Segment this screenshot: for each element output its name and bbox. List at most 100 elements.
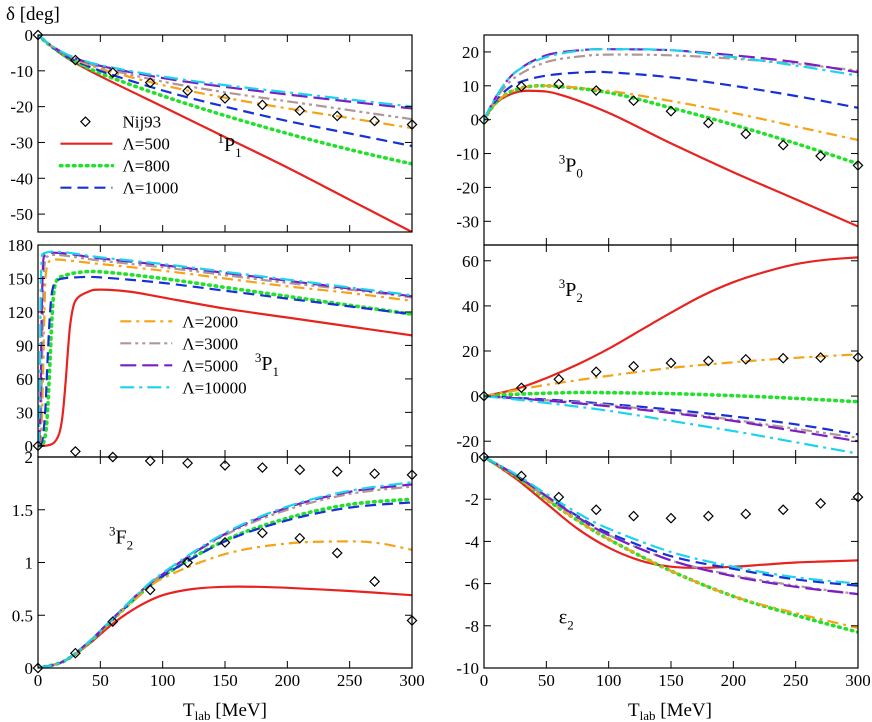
data-point bbox=[144, 455, 156, 467]
wave-label-sup: 3 bbox=[255, 350, 261, 365]
data-point bbox=[107, 451, 119, 463]
series-line bbox=[38, 585, 412, 668]
series-line bbox=[484, 457, 858, 629]
data-point bbox=[32, 662, 44, 674]
curves-1P1 bbox=[38, 35, 412, 232]
data-point bbox=[256, 462, 268, 474]
data-point bbox=[294, 464, 306, 476]
wave-label-sub: 2 bbox=[127, 538, 134, 553]
wave-label-sup: 3 bbox=[109, 524, 116, 539]
x-tick-label: 250 bbox=[783, 671, 809, 690]
data-point bbox=[369, 115, 381, 127]
wave-label-sup: 1 bbox=[218, 131, 225, 146]
x-tick-label: 250 bbox=[337, 671, 363, 690]
data-point bbox=[515, 81, 527, 92]
data-point bbox=[515, 470, 527, 482]
curves-e2 bbox=[484, 457, 858, 634]
series-line bbox=[38, 481, 412, 668]
y-tick-label: 90 bbox=[16, 336, 33, 355]
series-line bbox=[484, 83, 858, 166]
x-axis-label-left-sub: lab bbox=[195, 708, 211, 722]
series-line bbox=[38, 497, 412, 668]
y-tick-label: -20 bbox=[456, 178, 479, 197]
y-tick-label: -4 bbox=[465, 532, 480, 551]
y-tick-label: 1.5 bbox=[12, 501, 33, 520]
y-tick-label: -2 bbox=[465, 490, 479, 509]
data-point bbox=[777, 504, 789, 516]
series-line bbox=[484, 395, 858, 439]
wave-label: 3P2 bbox=[559, 276, 583, 305]
series-line bbox=[484, 53, 858, 121]
y-tick-label: 0 bbox=[25, 437, 34, 456]
panel-1P1: 0 -10 -20 -30 -40 -50 1P1 Nij93 Λ=500 Λ=800 Λ=1000 bbox=[10, 26, 418, 233]
legend-marker bbox=[79, 116, 91, 128]
y-tick-label: -30 bbox=[456, 212, 479, 231]
x-tick-label: 200 bbox=[721, 671, 747, 690]
series-line bbox=[484, 457, 858, 585]
data-point bbox=[182, 85, 194, 97]
legend-1P1: Nij93 Λ=500 Λ=800 Λ=1000 bbox=[58, 113, 178, 198]
y-tick-label: 30 bbox=[16, 403, 33, 422]
y-tick-label: 0 bbox=[25, 659, 34, 678]
curves-3P2 bbox=[484, 256, 858, 455]
series-line bbox=[38, 35, 412, 110]
x-tick-label: 100 bbox=[596, 671, 622, 690]
data-point bbox=[219, 537, 231, 548]
wave-label-main: F bbox=[116, 527, 127, 549]
wave-label-sub: 1 bbox=[273, 364, 280, 379]
series-line bbox=[484, 89, 858, 228]
data-point bbox=[665, 357, 677, 369]
y-tick-label: 60 bbox=[462, 252, 479, 271]
series-line bbox=[484, 256, 858, 398]
y-tick-label: 60 bbox=[16, 370, 33, 389]
x-axis-label-right-sub: lab bbox=[640, 708, 656, 722]
series-line bbox=[38, 258, 412, 447]
wave-label: 3P0 bbox=[559, 152, 583, 181]
data-point bbox=[702, 117, 714, 129]
wave-label-sub: 2 bbox=[567, 618, 574, 633]
legend-entry: Λ=10000 bbox=[182, 378, 246, 397]
data-point bbox=[331, 110, 343, 122]
y-tick-label: 10 bbox=[462, 77, 479, 96]
series-line bbox=[38, 288, 412, 447]
x-axis-label-left-unit: [MeV] bbox=[211, 700, 267, 721]
legend-3P1: Λ=2000 Λ=3000 Λ=5000 Λ=10000 bbox=[120, 312, 247, 397]
series-line bbox=[484, 457, 858, 596]
wave-label-main: P bbox=[565, 155, 576, 177]
y-tick-label: 0 bbox=[471, 448, 480, 467]
panel-3P2: 60 40 20 0 -20 3P2 bbox=[456, 244, 864, 458]
x-tick-label: 50 bbox=[92, 671, 109, 690]
wave-label: 3F2 bbox=[109, 524, 133, 553]
y-axis-label: δ [deg] bbox=[6, 4, 60, 25]
series-line bbox=[484, 457, 858, 569]
series-line bbox=[484, 457, 858, 587]
data-point bbox=[777, 352, 789, 364]
x-tick-label: 200 bbox=[275, 671, 301, 690]
curves-3P1 bbox=[38, 250, 412, 448]
wave-label-sub: 0 bbox=[576, 166, 583, 181]
data-point bbox=[256, 527, 268, 539]
data-point bbox=[69, 647, 81, 659]
y-tick-label: 1 bbox=[25, 554, 34, 573]
series-line bbox=[484, 395, 858, 443]
wave-label-sub: 2 bbox=[576, 290, 583, 305]
y-tick-label: 40 bbox=[462, 297, 479, 316]
series-line bbox=[484, 390, 858, 404]
y-tick-label: -30 bbox=[10, 133, 33, 152]
legend-entry: Λ=1000 bbox=[122, 179, 178, 198]
y-tick-label: 20 bbox=[462, 342, 479, 361]
data-point bbox=[590, 504, 602, 516]
y-tick-label: -6 bbox=[465, 575, 479, 594]
data-point bbox=[740, 353, 752, 365]
data-point bbox=[628, 360, 640, 372]
x-tick-label: 150 bbox=[658, 671, 684, 690]
y-tick-label: 0.5 bbox=[12, 606, 33, 625]
panels-layer: 0-10-20-30-40-501P1Nij93Λ=500Λ=800Λ=1000… bbox=[8, 26, 871, 690]
data-point bbox=[369, 576, 381, 587]
series-line bbox=[484, 48, 858, 121]
data-point bbox=[182, 557, 194, 568]
series-line bbox=[38, 35, 412, 108]
x-axis-label-right-main: T bbox=[628, 700, 640, 721]
data-point bbox=[702, 355, 714, 367]
